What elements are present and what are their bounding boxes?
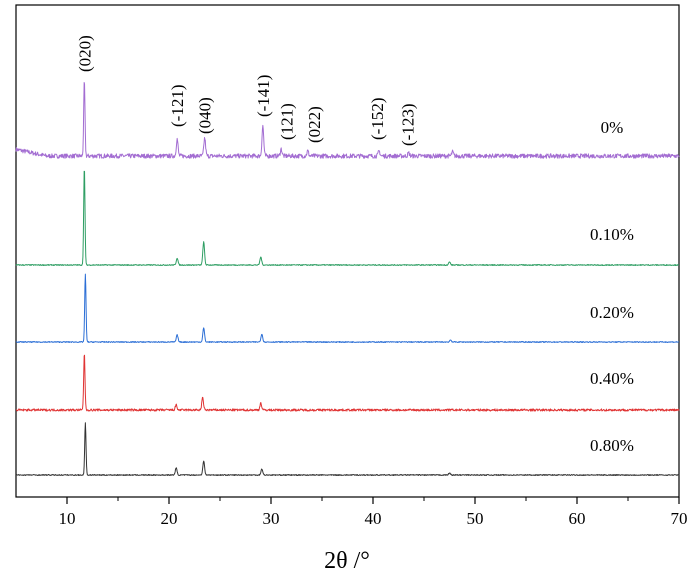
- peak-label: (040): [196, 97, 215, 134]
- series-line-5: [15, 422, 680, 476]
- x-tick-label: 20: [161, 509, 178, 528]
- x-axis: 10 20 30 40 50 60 70: [59, 497, 688, 528]
- peak-label: (-141): [254, 75, 273, 117]
- peak-label: (121): [277, 103, 296, 140]
- peak-annotations: (020) (-121) (040) (-141)(121) (022) (-152) (-…: [75, 35, 417, 146]
- series-line-3: [15, 273, 680, 343]
- x-tick-label: 70: [671, 509, 688, 528]
- series-line-1: [15, 81, 680, 159]
- series-label-2: 0.10%: [590, 225, 634, 244]
- series-label-5: 0.80%: [590, 436, 634, 455]
- peak-label: (-152): [368, 98, 387, 140]
- peak-label: (020): [75, 35, 94, 72]
- plot-frame: [15, 4, 680, 498]
- peak-label: (022): [305, 106, 324, 143]
- x-tick-label: 40: [365, 509, 382, 528]
- x-tick-label: 60: [569, 509, 586, 528]
- series-labels: 0% 0.10% 0.20% 0.40% 0.80%: [590, 118, 634, 455]
- peak-label: (-121): [168, 85, 187, 127]
- series-line-4: [15, 354, 680, 412]
- peak-label: (-123): [399, 104, 418, 146]
- x-tick-label: 30: [263, 509, 280, 528]
- series-label-3: 0.20%: [590, 303, 634, 322]
- x-tick-label: 10: [59, 509, 76, 528]
- series-label-4: 0.40%: [590, 369, 634, 388]
- series-layer: [15, 81, 680, 476]
- series-label-1: 0%: [601, 118, 624, 137]
- series-line-2: [15, 170, 680, 266]
- x-axis-title: 2θ /°: [324, 548, 370, 574]
- x-tick-label: 50: [467, 509, 484, 528]
